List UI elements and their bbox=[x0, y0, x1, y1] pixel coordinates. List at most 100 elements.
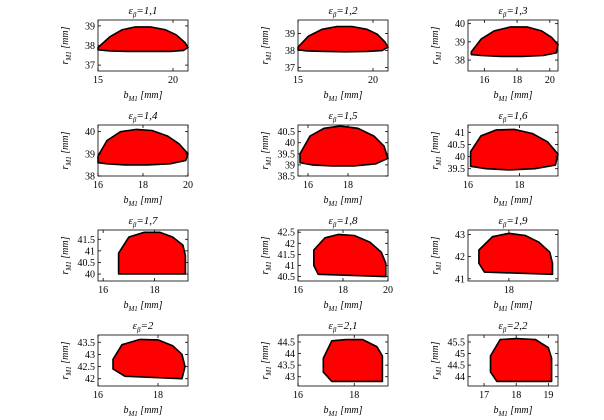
y-axis-label: rM1 [mm] bbox=[430, 341, 443, 379]
x-tick-label: 18 bbox=[504, 285, 514, 296]
x-axis-label: bM1 [mm] bbox=[123, 405, 162, 418]
subplot-9: εβ=1,9 18 41 42 43 bM1 [mm] rM1 [mm] bbox=[430, 215, 559, 313]
axes-frame bbox=[467, 334, 559, 387]
y-axis-label: rM1 [mm] bbox=[60, 26, 73, 64]
y-tick-label: 40.5 bbox=[78, 258, 96, 269]
feasible-region bbox=[112, 338, 186, 380]
subplot-title: εβ=1,2 bbox=[328, 5, 358, 19]
y-tick-label: 39 bbox=[85, 21, 95, 32]
y-tick-label: 44.5 bbox=[278, 337, 296, 348]
x-axis-label: bM1 [mm] bbox=[323, 300, 362, 313]
feasible-region bbox=[97, 26, 189, 53]
subplot-title: εβ=1,1 bbox=[128, 5, 157, 19]
y-axis-label: rM1 [mm] bbox=[60, 236, 73, 274]
y-tick-label: 43 bbox=[455, 230, 465, 241]
x-tick-label: 18 bbox=[349, 390, 359, 401]
subplot-4: εβ=1,4 16 18 20 38 39 40 bM1 [mm] rM1 [mm] bbox=[60, 110, 193, 208]
axes-frame bbox=[297, 19, 389, 72]
x-tick-label: 18 bbox=[150, 285, 160, 296]
y-axis-label: rM1 [mm] bbox=[260, 341, 273, 379]
y-axis-label: rM1 [mm] bbox=[430, 26, 443, 64]
y-tick-label: 37 bbox=[285, 63, 295, 74]
y-tick-label: 42.5 bbox=[278, 228, 296, 239]
feasible-region bbox=[478, 232, 554, 276]
x-axis-label: bM1 [mm] bbox=[323, 405, 362, 418]
y-tick-label: 40.5 bbox=[278, 272, 296, 283]
y-tick-label: 41 bbox=[285, 261, 295, 272]
feasible-region bbox=[322, 338, 384, 383]
subplot-title: εβ=2,2 bbox=[498, 320, 528, 334]
feasible-region bbox=[312, 233, 387, 278]
x-tick-label: 18 bbox=[514, 180, 524, 191]
subplot-title: εβ=1,8 bbox=[328, 215, 358, 229]
feasible-region bbox=[489, 337, 553, 383]
y-axis-label: rM1 [mm] bbox=[260, 26, 273, 64]
y-tick-label: 44.5 bbox=[448, 361, 466, 372]
x-axis-label: bM1 [mm] bbox=[493, 405, 532, 418]
x-tick-label: 18 bbox=[512, 75, 522, 86]
y-tick-label: 39 bbox=[455, 37, 465, 48]
subplot-title: εβ=1,6 bbox=[498, 110, 528, 124]
x-axis-label: bM1 [mm] bbox=[323, 90, 362, 103]
x-tick-label: 15 bbox=[293, 75, 303, 86]
subplot-title: εβ=2 bbox=[133, 320, 154, 334]
x-tick-label: 20 bbox=[168, 75, 178, 86]
y-tick-label: 38 bbox=[85, 172, 95, 183]
x-tick-label: 16 bbox=[293, 285, 303, 296]
feasible-region bbox=[97, 128, 189, 166]
x-axis-label: bM1 [mm] bbox=[493, 90, 532, 103]
x-tick-label: 18 bbox=[138, 180, 148, 191]
y-tick-label: 44 bbox=[285, 349, 295, 360]
x-tick-label: 18 bbox=[153, 390, 163, 401]
subplot-2: εβ=1,2 15 20 37 38 39 bM1 [mm] rM1 [mm] bbox=[260, 5, 389, 103]
x-axis-label: bM1 [mm] bbox=[493, 195, 532, 208]
y-tick-label: 40 bbox=[455, 152, 465, 163]
x-tick-label: 18 bbox=[338, 285, 348, 296]
y-tick-label: 38 bbox=[285, 46, 295, 57]
x-tick-label: 16 bbox=[463, 180, 473, 191]
subplot-1: εβ=1,1 15 20 37 38 39 bM1 [mm] rM1 [mm] bbox=[60, 5, 189, 103]
x-tick-label: 16 bbox=[293, 390, 303, 401]
y-tick-label: 41.5 bbox=[278, 250, 296, 261]
x-axis-label: bM1 [mm] bbox=[123, 195, 162, 208]
y-tick-label: 41.5 bbox=[78, 235, 96, 246]
axes-frame bbox=[467, 229, 559, 282]
subplot-3: εβ=1,3 16 18 20 38 39 40 bM1 [mm] rM1 [mm] bbox=[430, 5, 559, 103]
y-axis-label: rM1 [mm] bbox=[430, 236, 443, 274]
y-tick-label: 39.5 bbox=[448, 164, 466, 175]
axes-frame bbox=[297, 334, 389, 387]
feasible-region bbox=[469, 128, 559, 171]
y-axis-label: rM1 [mm] bbox=[60, 131, 73, 169]
y-tick-label: 40.5 bbox=[448, 140, 466, 151]
y-tick-label: 41 bbox=[85, 246, 95, 257]
y-tick-label: 45 bbox=[455, 349, 465, 360]
x-axis-label: bM1 [mm] bbox=[123, 90, 162, 103]
y-tick-label: 44 bbox=[455, 372, 465, 383]
y-tick-label: 41 bbox=[455, 274, 465, 285]
y-tick-label: 43.5 bbox=[78, 338, 96, 349]
x-tick-label: 16 bbox=[479, 75, 489, 86]
x-axis-label: bM1 [mm] bbox=[323, 195, 362, 208]
subplot-title: εβ=1,7 bbox=[128, 215, 158, 229]
y-axis-label: rM1 [mm] bbox=[260, 236, 273, 274]
x-tick-label: 19 bbox=[543, 390, 553, 401]
subplot-title: εβ=2,1 bbox=[328, 320, 357, 334]
x-axis-label: bM1 [mm] bbox=[123, 300, 162, 313]
x-tick-label: 20 bbox=[368, 75, 378, 86]
y-tick-label: 43 bbox=[85, 350, 95, 361]
subplot-title: εβ=1,5 bbox=[328, 110, 358, 124]
feasible-region bbox=[297, 25, 389, 53]
x-axis-label: bM1 [mm] bbox=[493, 300, 532, 313]
y-tick-label: 40.5 bbox=[278, 127, 296, 138]
x-tick-label: 16 bbox=[98, 285, 108, 296]
x-tick-label: 16 bbox=[93, 390, 103, 401]
subplot-title: εβ=1,4 bbox=[128, 110, 158, 124]
y-tick-label: 38.5 bbox=[278, 172, 296, 183]
y-tick-label: 38 bbox=[85, 41, 95, 52]
subplot-title: εβ=1,9 bbox=[498, 215, 528, 229]
